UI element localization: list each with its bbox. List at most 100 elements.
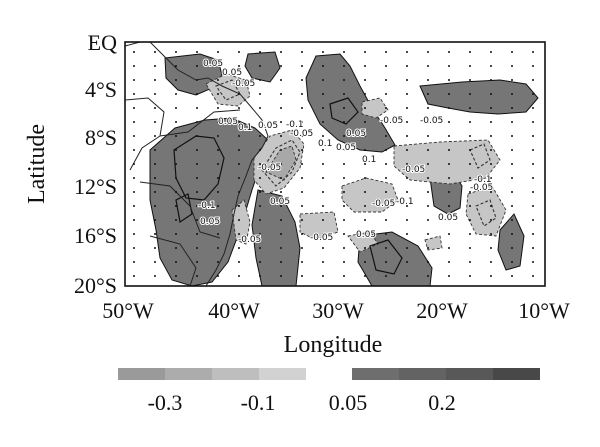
grid-dot bbox=[364, 79, 366, 81]
grid-dot bbox=[511, 79, 513, 81]
grid-dot bbox=[196, 219, 198, 221]
grid-dot bbox=[259, 233, 261, 235]
grid-dot bbox=[259, 191, 261, 193]
grid-dot bbox=[385, 93, 387, 95]
grid-dot bbox=[175, 247, 177, 249]
grid-dot bbox=[532, 107, 534, 109]
contour-line bbox=[469, 143, 491, 169]
grid-dot bbox=[133, 79, 135, 81]
map-frame bbox=[124, 41, 546, 287]
grid-dot bbox=[280, 261, 282, 263]
grid-dot bbox=[133, 219, 135, 221]
grid-dot bbox=[154, 163, 156, 165]
grid-dot bbox=[154, 149, 156, 151]
grid-dot bbox=[406, 233, 408, 235]
grid-dot bbox=[406, 79, 408, 81]
grid-dot bbox=[406, 93, 408, 95]
colorbar-negative bbox=[118, 368, 306, 380]
grid-dot bbox=[406, 177, 408, 179]
grid-dot bbox=[238, 247, 240, 249]
y-tick-label: 16°S bbox=[74, 223, 117, 248]
grid-dot bbox=[175, 51, 177, 53]
grid-dot bbox=[343, 121, 345, 123]
grid-dot bbox=[133, 177, 135, 179]
grid-dot bbox=[175, 149, 177, 151]
positive-region bbox=[244, 51, 281, 83]
grid-dot bbox=[385, 233, 387, 235]
grid-dot bbox=[217, 135, 219, 137]
grid-dot bbox=[196, 233, 198, 235]
grid-dot bbox=[448, 93, 450, 95]
contour-label: 0.05 bbox=[438, 213, 458, 223]
grid-dot bbox=[490, 275, 492, 277]
grid-dot bbox=[133, 205, 135, 207]
grid-dot bbox=[364, 191, 366, 193]
grid-dot bbox=[259, 261, 261, 263]
contour-label: -0.05 bbox=[380, 116, 403, 126]
grid-dot bbox=[406, 247, 408, 249]
grid-dot bbox=[490, 219, 492, 221]
grid-dot bbox=[259, 121, 261, 123]
grid-dot bbox=[280, 219, 282, 221]
grid-dot bbox=[154, 261, 156, 263]
grid-dot bbox=[301, 247, 303, 249]
grid-dot bbox=[469, 275, 471, 277]
grid-dot bbox=[427, 275, 429, 277]
colorbar-segment bbox=[118, 368, 165, 380]
grid-dot bbox=[175, 205, 177, 207]
grid-dot bbox=[490, 163, 492, 165]
grid-dot bbox=[280, 275, 282, 277]
grid-dot bbox=[301, 163, 303, 165]
grid-dot bbox=[532, 163, 534, 165]
grid-dot bbox=[511, 107, 513, 109]
x-axis-title: Longitude bbox=[284, 332, 383, 358]
x-tick-label: 40°W bbox=[208, 298, 260, 323]
colorbar-segment bbox=[399, 368, 446, 380]
grid-dot bbox=[427, 205, 429, 207]
contour-label: 0.05 bbox=[270, 197, 290, 207]
grid-dot bbox=[154, 191, 156, 193]
grid-dot bbox=[364, 51, 366, 53]
grid-dot bbox=[154, 275, 156, 277]
grid-dot bbox=[448, 205, 450, 207]
colorbar-label: 0.2 bbox=[428, 390, 456, 415]
grid-dot bbox=[238, 191, 240, 193]
grid-dot bbox=[406, 149, 408, 151]
contour-line bbox=[369, 239, 403, 275]
negative-region bbox=[341, 177, 399, 213]
positive-region bbox=[497, 213, 525, 271]
grid-dot bbox=[217, 93, 219, 95]
grid-dot bbox=[343, 51, 345, 53]
colorbar-segment bbox=[493, 368, 540, 380]
grid-dot bbox=[238, 135, 240, 137]
grid-dot bbox=[385, 107, 387, 109]
grid-dot bbox=[427, 121, 429, 123]
state-border bbox=[159, 109, 241, 137]
grid-dot bbox=[154, 247, 156, 249]
grid-dot bbox=[532, 233, 534, 235]
contour-label: 0.05 bbox=[258, 121, 278, 131]
grid-dot bbox=[385, 79, 387, 81]
grid-dot bbox=[217, 275, 219, 277]
y-tick-label: EQ bbox=[88, 30, 117, 55]
grid-dot bbox=[385, 275, 387, 277]
grid-dot bbox=[322, 163, 324, 165]
grid-dot bbox=[301, 233, 303, 235]
contour-label: 0.1 bbox=[238, 123, 252, 133]
grid-dot bbox=[217, 177, 219, 179]
positive-regions bbox=[149, 51, 539, 286]
grid-dot bbox=[154, 219, 156, 221]
grid-dot bbox=[490, 261, 492, 263]
grid-dot bbox=[427, 247, 429, 249]
grid-dot bbox=[280, 79, 282, 81]
grid-dot bbox=[490, 65, 492, 67]
grid-dot bbox=[448, 233, 450, 235]
contour-label: 0.05 bbox=[346, 129, 366, 139]
grid-dot bbox=[217, 247, 219, 249]
grid-dot bbox=[490, 177, 492, 179]
grid-dot bbox=[406, 219, 408, 221]
grid-dot bbox=[427, 177, 429, 179]
grid-dot bbox=[364, 121, 366, 123]
colorbar-label: 0.05 bbox=[329, 390, 368, 415]
